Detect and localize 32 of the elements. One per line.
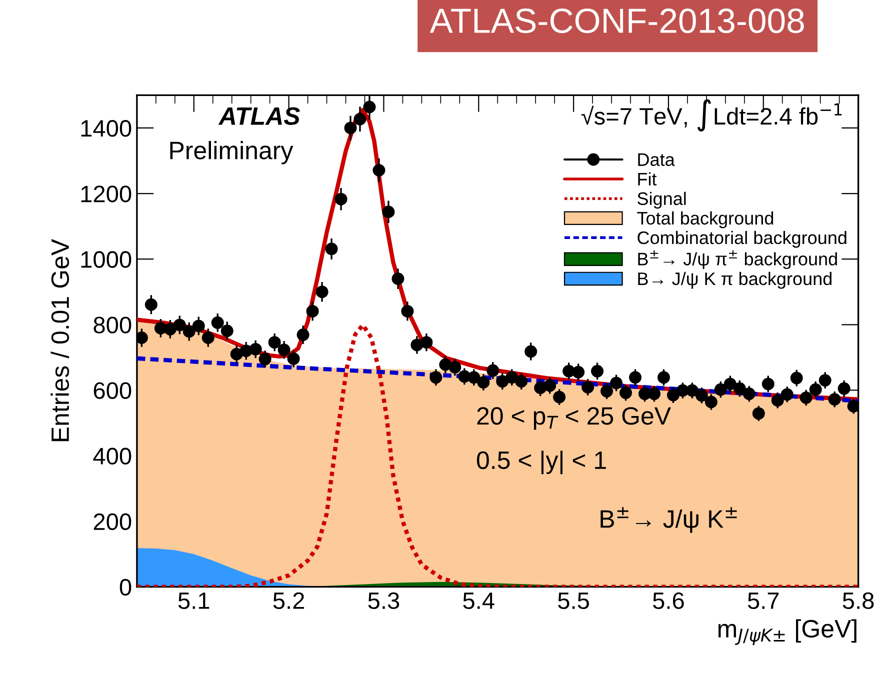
legend-label: Fit (638, 172, 657, 186)
legend-label: Signal (638, 192, 686, 209)
x-tick-label: 5.7 (748, 592, 779, 610)
y-tick-label: 1200 (81, 186, 132, 202)
x-tick-label: 5.1 (178, 592, 210, 610)
y-axis-title: Entries / 0.01 GeV (50, 238, 70, 442)
legend-label: Combinatorial background (638, 230, 846, 248)
text: ATLAS-CONF-2013-008 (430, 8, 804, 34)
annotation: ATLAS (218, 107, 300, 125)
x-tick-label: 5.6 (653, 592, 684, 610)
y-tick-label: 1400 (81, 120, 132, 137)
y-tick-label: 800 (94, 316, 132, 334)
x-tick-label: 5.5 (558, 592, 589, 610)
x-tick-label: 5.3 (368, 592, 400, 610)
y-tick-label: 400 (93, 448, 132, 465)
annotation: √s=7 TeV, ∫Ldt=2.4 fb$^{−1}$ (581, 99, 842, 132)
x-tick-label: 5.4 (463, 592, 494, 610)
y-tick-label: 200 (94, 513, 132, 530)
legend-label: B$^{±}$→ J/ψ π$^{±}$ background (638, 250, 837, 270)
legend-label: Data (638, 153, 675, 166)
x-tick-label: 5.2 (273, 592, 304, 610)
y-tick-label: 600 (94, 382, 132, 399)
annotation: B$^{±}$→ J/ψ K$^{±}$ (600, 507, 737, 533)
y-tick-label: 0 (120, 578, 132, 596)
x-axis-title: m$_{J/ψK±}$ [GeV] (718, 619, 856, 646)
y-tick-label: 1000 (81, 251, 132, 268)
annotation: Preliminary (170, 140, 294, 164)
x-tick-label: 5.8 (842, 592, 874, 610)
annotation: 20 < p$_{T}$ < 25 GeV (477, 407, 671, 430)
legend-label: Total background (637, 211, 774, 228)
legend-label: B→ J/ψ K π background (638, 272, 832, 289)
annotation: 0.5 < |y| < 1 (476, 450, 606, 474)
